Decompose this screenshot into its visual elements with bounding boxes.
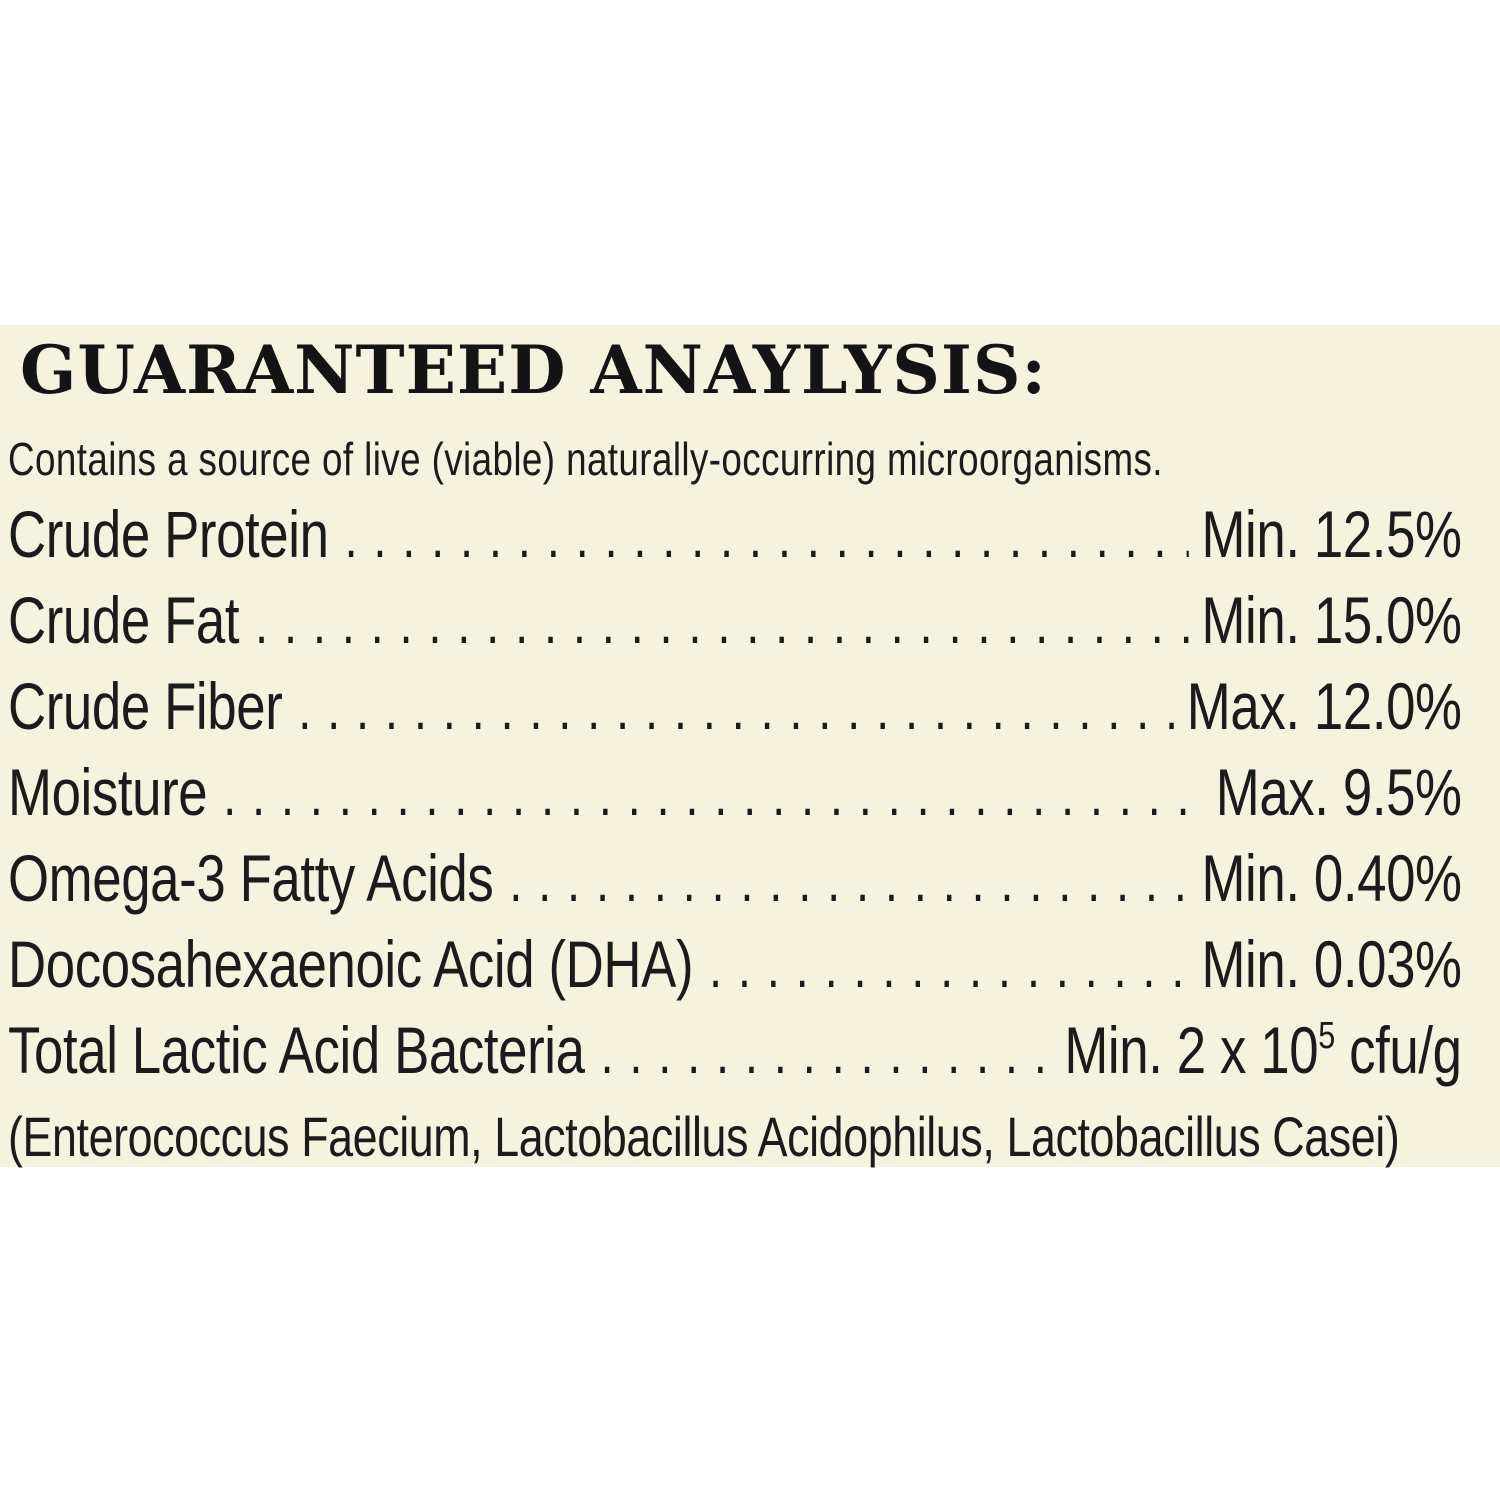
row-label: Moisture	[8, 755, 208, 829]
table-row-crude-fat: Crude Fat Min. 15.0%	[0, 577, 1500, 663]
row-value: Min. 2 x 105 cfu/g	[1064, 1007, 1462, 1093]
dot-leader	[223, 749, 1203, 839]
value-prefix: Min. 2 x 10	[1064, 1013, 1319, 1087]
row-value: Min. 0.40%	[1201, 841, 1462, 915]
table-row-lactic-acid-bacteria: Total Lactic Acid Bacteria Min. 2 x 105 …	[0, 1007, 1500, 1093]
bacteria-species-footnote: (Enterococcus Faecium, Lactobacillus Aci…	[8, 1105, 1400, 1168]
analysis-body: Contains a source of live (viable) natur…	[0, 431, 1500, 1171]
dot-leader	[298, 663, 1174, 753]
analysis-subtitle: Contains a source of live (viable) natur…	[8, 433, 1163, 485]
row-value: Max. 12.0%	[1186, 669, 1462, 743]
row-value: Min. 0.03%	[1201, 927, 1462, 1001]
dot-leader	[509, 835, 1188, 925]
dot-leader	[709, 921, 1189, 1011]
analysis-table: Crude Protein Min. 12.5% Crude Fat Min. …	[0, 491, 1500, 1093]
table-row-dha: Docosahexaenoic Acid (DHA) Min. 0.03%	[0, 921, 1500, 1007]
row-label: Crude Protein	[8, 497, 329, 571]
row-label: Total Lactic Acid Bacteria	[8, 1013, 585, 1087]
dot-leader	[255, 577, 1188, 667]
row-label: Docosahexaenoic Acid (DHA)	[8, 927, 694, 1001]
dot-leader	[345, 491, 1189, 581]
row-value: Max. 9.5%	[1215, 755, 1462, 829]
guaranteed-analysis-panel: GUARANTEED ANAYLYSIS: Contains a source …	[0, 325, 1500, 1168]
table-row-omega3: Omega-3 Fatty Acids Min. 0.40%	[0, 835, 1500, 921]
page-title: GUARANTEED ANAYLYSIS:	[20, 331, 1047, 409]
row-label: Crude Fat	[8, 583, 240, 657]
row-value: Min. 15.0%	[1201, 583, 1462, 657]
value-superscript: 5	[1318, 1014, 1335, 1058]
table-row-moisture: Moisture Max. 9.5%	[0, 749, 1500, 835]
table-row-crude-fiber: Crude Fiber Max. 12.0%	[0, 663, 1500, 749]
row-label: Omega-3 Fatty Acids	[8, 841, 494, 915]
dot-leader	[601, 1007, 1052, 1097]
row-label: Crude Fiber	[8, 669, 283, 743]
table-row-crude-protein: Crude Protein Min. 12.5%	[0, 491, 1500, 577]
row-value: Min. 12.5%	[1201, 497, 1462, 571]
value-suffix: cfu/g	[1334, 1013, 1462, 1087]
